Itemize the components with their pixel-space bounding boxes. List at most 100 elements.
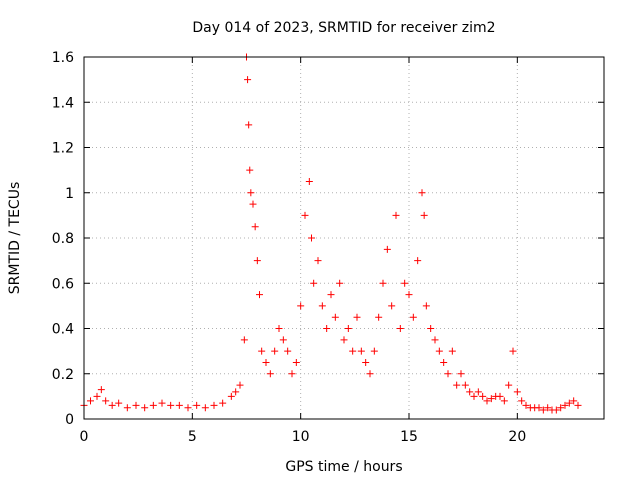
y-tick-label: 1.4 bbox=[52, 95, 74, 111]
data-point bbox=[535, 404, 543, 412]
data-point bbox=[227, 392, 235, 400]
x-tick-label: 0 bbox=[80, 429, 89, 445]
y-tick-label: 0.6 bbox=[52, 276, 74, 292]
data-point bbox=[251, 223, 259, 231]
data-point bbox=[483, 397, 491, 405]
y-tick-label: 1.2 bbox=[52, 141, 74, 157]
data-point bbox=[323, 325, 331, 332]
data-point bbox=[427, 325, 435, 332]
data-point bbox=[557, 404, 565, 412]
y-tick-label: 1.6 bbox=[52, 50, 74, 66]
x-tick-label: 10 bbox=[292, 429, 310, 445]
x-tick-label: 20 bbox=[508, 429, 526, 445]
data-point bbox=[167, 401, 175, 409]
data-point bbox=[258, 347, 266, 355]
data-point bbox=[487, 395, 495, 403]
data-point bbox=[570, 397, 578, 405]
data-point bbox=[249, 200, 257, 208]
y-tick-label: 0.2 bbox=[52, 367, 74, 383]
data-point bbox=[470, 392, 478, 400]
data-point bbox=[539, 406, 547, 414]
data-point bbox=[279, 336, 287, 344]
data-point bbox=[574, 401, 582, 409]
axis-ticks: 0 5 10 15 20 0 0.2 0.4 0.6 0.8 1 1.2 1.4 1.6 bbox=[52, 50, 604, 445]
data-point bbox=[266, 370, 274, 378]
data-point bbox=[97, 386, 105, 394]
data-point bbox=[256, 291, 263, 299]
data-point bbox=[505, 381, 513, 389]
data-point bbox=[210, 401, 218, 409]
data-point bbox=[457, 370, 465, 378]
data-point bbox=[414, 257, 422, 265]
data-point bbox=[453, 381, 461, 389]
data-point bbox=[509, 347, 517, 355]
data-point bbox=[496, 392, 504, 400]
data-point bbox=[392, 211, 400, 219]
data-point bbox=[357, 347, 365, 355]
data-point bbox=[201, 404, 209, 412]
data-point bbox=[435, 347, 443, 355]
y-tick-label: 0.4 bbox=[52, 322, 74, 338]
data-point bbox=[327, 291, 335, 299]
data-point bbox=[479, 392, 487, 400]
data-point bbox=[284, 347, 292, 355]
data-point bbox=[353, 313, 361, 321]
data-point bbox=[240, 336, 248, 344]
data-point bbox=[448, 347, 456, 355]
data-point bbox=[193, 401, 201, 409]
x-tick-label: 5 bbox=[188, 429, 197, 445]
data-point bbox=[102, 397, 110, 405]
data-point bbox=[292, 358, 300, 366]
data-point bbox=[409, 313, 417, 321]
data-point bbox=[388, 302, 396, 310]
data-point bbox=[466, 388, 474, 396]
data-point bbox=[301, 211, 309, 219]
data-point bbox=[336, 279, 344, 287]
data-point bbox=[396, 325, 404, 332]
data-point bbox=[418, 189, 426, 197]
data-point bbox=[362, 358, 370, 366]
data-point bbox=[349, 347, 357, 355]
x-axis-label: GPS time / hours bbox=[285, 459, 402, 475]
data-points bbox=[80, 53, 582, 414]
data-point bbox=[219, 399, 227, 407]
data-point bbox=[344, 325, 352, 332]
y-tick-label: 1 bbox=[65, 186, 74, 202]
data-point bbox=[132, 401, 140, 409]
data-point bbox=[474, 388, 482, 396]
data-point bbox=[232, 388, 240, 396]
data-point bbox=[370, 347, 378, 355]
data-point bbox=[375, 313, 383, 321]
data-point bbox=[379, 279, 387, 287]
data-point bbox=[288, 370, 296, 378]
data-point bbox=[247, 189, 255, 197]
data-point bbox=[93, 392, 101, 400]
data-point bbox=[236, 381, 244, 389]
x-tick-label: 15 bbox=[400, 429, 418, 445]
data-point bbox=[383, 245, 391, 253]
data-point bbox=[314, 257, 322, 265]
data-point bbox=[500, 397, 508, 405]
data-point bbox=[513, 388, 521, 396]
data-point bbox=[405, 291, 413, 299]
data-point bbox=[366, 370, 374, 378]
data-point bbox=[522, 401, 530, 409]
data-point bbox=[246, 166, 254, 174]
data-point bbox=[123, 404, 131, 412]
data-point bbox=[431, 336, 439, 344]
data-point bbox=[518, 397, 526, 405]
data-point bbox=[331, 313, 339, 321]
data-point bbox=[297, 302, 305, 310]
data-point bbox=[158, 399, 166, 407]
y-tick-label: 0 bbox=[65, 412, 74, 428]
data-point bbox=[401, 279, 409, 287]
data-point bbox=[552, 406, 560, 414]
data-point bbox=[318, 302, 326, 310]
data-point bbox=[422, 302, 430, 310]
data-point bbox=[420, 211, 428, 219]
y-tick-label: 0.8 bbox=[52, 231, 74, 247]
chart-title: Day 014 of 2023, SRMTID for receiver zim… bbox=[192, 20, 495, 36]
data-point bbox=[271, 347, 279, 355]
data-point bbox=[244, 76, 252, 84]
